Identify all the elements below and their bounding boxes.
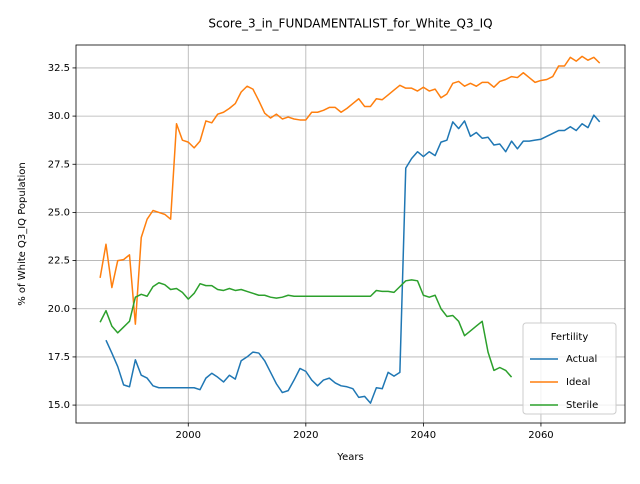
chart-title: Score_3_in_FUNDAMENTALIST_for_White_Q3_I… <box>208 17 492 31</box>
legend-box <box>522 322 617 415</box>
y-tick-label: 20.0 <box>48 304 70 315</box>
series-line <box>99 279 513 378</box>
series-line <box>105 114 601 404</box>
grid <box>76 45 625 423</box>
ticks: 2000 2020 2040 2060 15.0 17.5 20.0 22.5 25.0 27.5… <box>48 63 554 441</box>
x-tick-label: 2000 <box>176 430 201 441</box>
y-axis-label: % of White Q3_IQ Population <box>17 162 28 306</box>
y-tick-label: 27.5 <box>48 159 70 170</box>
legend: Fertility Actual Ideal Sterile <box>522 322 617 415</box>
y-tick-label: 22.5 <box>48 256 70 267</box>
plot-frame <box>75 44 626 424</box>
y-tick-label: 32.5 <box>48 63 70 74</box>
legend-title: Fertility <box>551 332 589 343</box>
x-axis-label: Years <box>336 452 363 463</box>
x-tick-label: 2020 <box>293 430 318 441</box>
legend-label: Actual <box>566 354 597 365</box>
y-tick-label: 30.0 <box>48 111 70 122</box>
y-tick-label: 15.0 <box>48 400 70 411</box>
y-tick-label: 17.5 <box>48 352 70 363</box>
legend-label: Ideal <box>566 377 590 388</box>
y-tick-label: 25.0 <box>48 207 70 218</box>
series-line <box>99 55 601 325</box>
x-tick-label: 2060 <box>528 430 553 441</box>
x-tick-label: 2040 <box>411 430 436 441</box>
lines <box>99 55 601 404</box>
legend-label: Sterile <box>566 400 598 411</box>
